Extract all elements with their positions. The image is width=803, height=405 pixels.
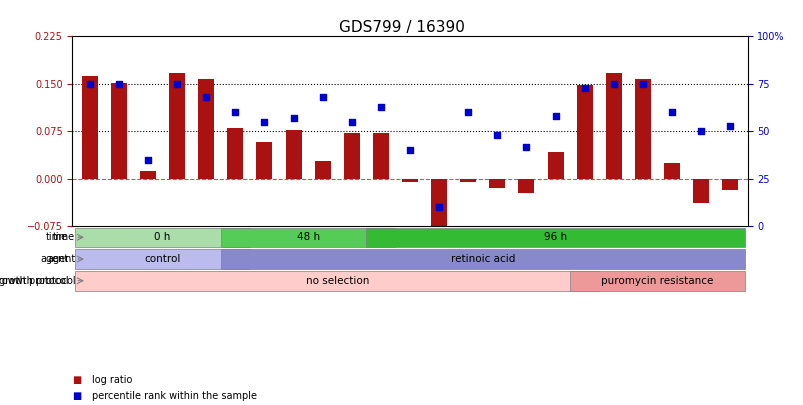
Bar (227, 128, 243, 179)
Bar (459, 179, 475, 182)
FancyBboxPatch shape (75, 228, 250, 247)
Bar (663, 163, 679, 179)
Point (520, 143, 532, 150)
Text: ■: ■ (72, 375, 82, 385)
FancyBboxPatch shape (221, 249, 744, 269)
Bar (547, 152, 563, 179)
Bar (314, 161, 330, 179)
Point (345, 119, 358, 125)
Bar (169, 72, 185, 179)
Bar (256, 142, 272, 179)
FancyBboxPatch shape (75, 271, 598, 290)
Bar (605, 72, 621, 179)
Bar (489, 179, 505, 188)
Text: no selection: no selection (305, 276, 369, 286)
Point (606, 81, 619, 87)
Point (548, 113, 561, 119)
Point (577, 85, 590, 91)
Bar (111, 83, 127, 179)
Bar (518, 179, 534, 193)
Text: time: time (46, 232, 68, 242)
Text: 96 h: 96 h (544, 232, 566, 242)
Point (403, 147, 416, 153)
Text: agent: agent (40, 254, 68, 264)
Text: retinoic acid: retinoic acid (450, 254, 515, 264)
Text: agent: agent (47, 254, 75, 264)
Point (694, 128, 707, 135)
Point (316, 94, 328, 100)
Text: GDS799 / 16390: GDS799 / 16390 (339, 20, 464, 35)
Point (287, 115, 300, 122)
Bar (198, 79, 214, 179)
Point (636, 81, 649, 87)
Bar (721, 179, 737, 190)
Bar (576, 85, 592, 179)
Text: ■: ■ (72, 391, 82, 401)
Text: puromycin resistance: puromycin resistance (601, 276, 713, 286)
Bar (373, 133, 389, 179)
FancyBboxPatch shape (569, 271, 744, 290)
Bar (344, 133, 360, 179)
FancyBboxPatch shape (221, 228, 395, 247)
Bar (634, 79, 650, 179)
Bar (285, 130, 301, 179)
Text: time: time (53, 232, 75, 242)
Point (170, 81, 183, 87)
Point (84, 81, 96, 87)
Point (200, 94, 213, 100)
Text: percentile rank within the sample: percentile rank within the sample (92, 391, 257, 401)
Point (258, 119, 271, 125)
Point (374, 104, 387, 110)
Point (141, 157, 154, 163)
Text: 48 h: 48 h (296, 232, 320, 242)
Point (491, 132, 503, 139)
Bar (82, 77, 98, 179)
Point (112, 81, 125, 87)
FancyBboxPatch shape (75, 249, 250, 269)
Point (461, 109, 474, 116)
Text: control: control (145, 254, 181, 264)
Point (665, 109, 678, 116)
Bar (140, 171, 156, 179)
Text: growth protocol: growth protocol (0, 276, 68, 286)
Text: 0 h: 0 h (154, 232, 170, 242)
Text: growth protocol: growth protocol (0, 276, 75, 286)
Point (723, 122, 736, 129)
Bar (430, 179, 446, 236)
FancyBboxPatch shape (366, 228, 744, 247)
Text: log ratio: log ratio (92, 375, 132, 385)
Bar (692, 179, 708, 203)
Point (229, 109, 242, 116)
Bar (402, 179, 418, 182)
Point (432, 204, 445, 211)
